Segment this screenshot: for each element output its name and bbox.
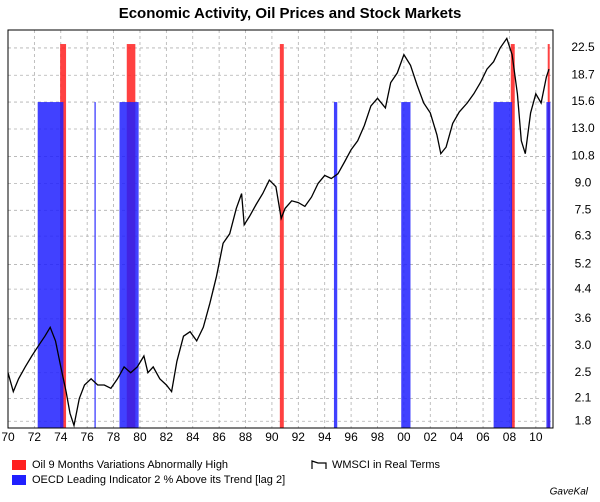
chart-title: Economic Activity, Oil Prices and Stock … xyxy=(119,5,462,22)
x-tick-label: 08 xyxy=(503,430,517,444)
x-tick-label: 90 xyxy=(265,430,279,444)
y-tick-label: 6.3 xyxy=(575,228,592,242)
y-tick-label: 9.0 xyxy=(575,176,592,190)
x-tick-label: 98 xyxy=(371,430,385,444)
y-tick-label: 5.2 xyxy=(575,257,592,271)
x-tick-label: 94 xyxy=(318,430,332,444)
x-tick-label: 70 xyxy=(1,430,15,444)
legend-label: OECD Leading Indicator 2 % Above its Tre… xyxy=(32,474,285,486)
source: GaveKal xyxy=(550,487,589,498)
indicator-bar xyxy=(119,102,139,428)
legend-swatch xyxy=(12,460,26,470)
x-tick-label: 82 xyxy=(160,430,174,444)
x-tick-label: 76 xyxy=(80,430,94,444)
y-tick-label: 22.5 xyxy=(571,40,595,54)
y-tick-label: 15.6 xyxy=(571,94,595,108)
x-tick-label: 72 xyxy=(28,430,42,444)
y-tick-label: 4.4 xyxy=(575,281,592,295)
x-tick-label: 96 xyxy=(344,430,358,444)
legend-label: Oil 9 Months Variations Abnormally High xyxy=(32,459,228,471)
x-tick-label: 78 xyxy=(107,430,121,444)
y-tick-label: 7.5 xyxy=(575,202,592,216)
indicator-bar xyxy=(510,44,515,429)
legend-line-icon xyxy=(311,460,327,469)
indicator-bar xyxy=(37,102,64,428)
x-tick-label: 06 xyxy=(476,430,490,444)
legend-label: WMSCI in Real Terms xyxy=(332,459,440,471)
x-tick-label: 04 xyxy=(450,430,464,444)
y-tick-label: 2.1 xyxy=(575,391,592,405)
indicator-bar xyxy=(401,102,411,428)
x-tick-label: 88 xyxy=(239,430,253,444)
indicator-bar xyxy=(279,44,284,429)
indicator-bar xyxy=(333,102,338,428)
y-tick-label: 1.8 xyxy=(575,413,592,427)
indicator-bar xyxy=(546,102,551,428)
legend-swatch xyxy=(12,475,26,485)
y-tick-label: 3.0 xyxy=(575,338,592,352)
plot-frame xyxy=(7,29,554,429)
x-tick-label: 84 xyxy=(186,430,200,444)
x-tick-label: 02 xyxy=(424,430,438,444)
x-tick-label: 10 xyxy=(529,430,543,444)
line xyxy=(7,36,550,428)
x-tick-label: 92 xyxy=(292,430,306,444)
y-tick-label: 18.7 xyxy=(571,67,595,81)
y-tick-label: 10.8 xyxy=(571,149,595,163)
y-tick-label: 3.6 xyxy=(575,311,592,325)
x-tick-label: 80 xyxy=(133,430,147,444)
x-tick-label: 74 xyxy=(54,430,68,444)
x-tick-label: 00 xyxy=(397,430,411,444)
indicator-bar xyxy=(493,102,513,428)
x-tick-label: 86 xyxy=(212,430,226,444)
indicator-bar xyxy=(94,102,96,428)
y-tick-label: 2.5 xyxy=(575,365,592,379)
y-tick-label: 13.0 xyxy=(571,121,595,135)
